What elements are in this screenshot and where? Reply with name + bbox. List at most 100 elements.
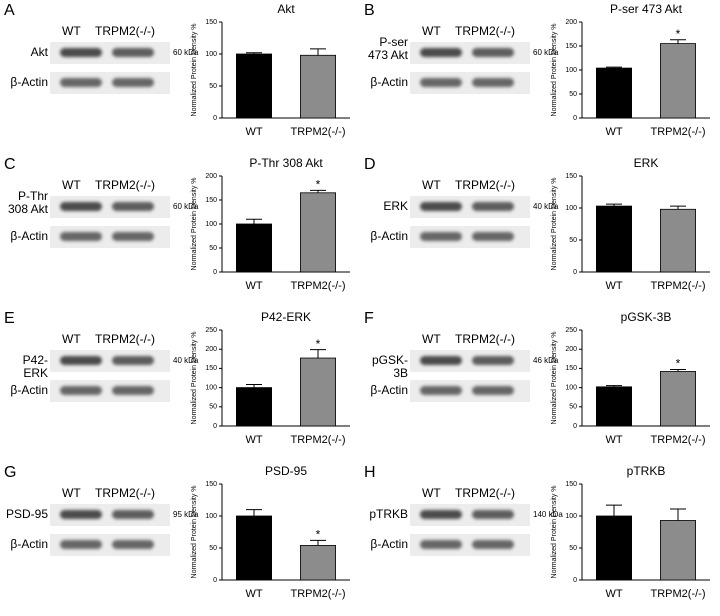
panel-letter: F	[364, 310, 374, 327]
significance: *	[316, 178, 321, 192]
lane-label: WT	[422, 24, 441, 38]
panel-letter: G	[4, 464, 17, 481]
band	[112, 232, 154, 241]
error-bar	[310, 539, 326, 546]
y-tick-label: 50	[569, 91, 577, 98]
y-tick-label: 150	[205, 19, 217, 26]
lane-label: WT	[422, 486, 441, 500]
band	[420, 78, 462, 87]
bar	[236, 515, 273, 581]
blot-strip	[50, 72, 170, 94]
blot-label: β-Actin	[370, 383, 408, 397]
blot-strip	[410, 504, 530, 526]
error-bar	[246, 384, 262, 388]
y-tick-label: 50	[209, 83, 217, 90]
blot-strip	[410, 196, 530, 218]
band	[472, 48, 514, 57]
error-bar	[606, 504, 622, 516]
panel-letter: D	[364, 156, 376, 173]
error-bar	[246, 509, 262, 516]
kda-label: 40 kDa	[533, 202, 559, 211]
blot-label: pTRKB	[369, 507, 408, 521]
band	[112, 48, 154, 57]
band	[60, 48, 102, 57]
band	[420, 232, 462, 241]
band	[112, 510, 154, 519]
lane-label: WT	[62, 24, 81, 38]
panel: D WT TRPM2(-/-) ERK 40 kDa β-Actin ERK Normaliz…	[360, 154, 720, 308]
y-tick-label: 100	[205, 221, 217, 228]
y-tick-label: 150	[565, 481, 577, 488]
y-tick-label: 150	[205, 481, 217, 488]
y-axis-label: Normalized Protein Density %	[551, 332, 558, 425]
blot-label: β-Actin	[370, 75, 408, 89]
chart-title: pGSK-3B	[621, 310, 672, 324]
chart-title: pTRKB	[627, 464, 666, 478]
panel-letter: B	[364, 2, 375, 19]
band	[472, 232, 514, 241]
band	[420, 48, 462, 57]
x-tick-label: WT	[605, 588, 622, 600]
bar	[300, 357, 337, 427]
band	[60, 510, 102, 519]
x-tick-label: WT	[245, 280, 262, 292]
error-bar	[670, 205, 686, 210]
chart-title: P-Thr 308 Akt	[249, 156, 323, 170]
blot-label: P-Thr 308 Akt	[7, 189, 48, 216]
blot-strip	[410, 380, 530, 402]
band	[472, 386, 514, 395]
panel-letter: A	[4, 2, 15, 19]
blot-label: P42-ERK	[22, 353, 48, 380]
blot-strip	[410, 226, 530, 248]
blot-strip	[410, 42, 530, 64]
y-tick-label: 150	[565, 43, 577, 50]
band	[112, 202, 154, 211]
y-tick-label: 150	[205, 197, 217, 204]
panel-letter: C	[4, 156, 16, 173]
chart: Akt Normalized Protein Density % 0 50 100 150…	[191, 2, 350, 138]
chart: P42-ERK Normalized Protein Density % 0 50 10…	[191, 310, 350, 446]
band	[472, 356, 514, 365]
band	[472, 78, 514, 87]
y-tick-label: 50	[569, 404, 577, 411]
blot-strip	[410, 350, 530, 372]
x-tick-label: TRPM2(-/-)	[651, 280, 706, 292]
blot-label: β-Actin	[10, 383, 48, 397]
lane-label: TRPM2(-/-)	[455, 486, 515, 500]
y-axis-label: Normalized Protein Density %	[191, 24, 198, 117]
lane-label: TRPM2(-/-)	[455, 332, 515, 346]
x-tick-label: WT	[605, 280, 622, 292]
bar	[660, 371, 697, 427]
bar	[596, 515, 633, 581]
blot-strip	[410, 534, 530, 556]
bar	[236, 53, 273, 119]
lane-label: WT	[62, 332, 81, 346]
band	[112, 540, 154, 549]
error-bar	[246, 52, 262, 54]
blot-label: Akt	[30, 45, 48, 59]
y-tick-label: 0	[213, 269, 217, 276]
y-tick-label: 0	[573, 115, 577, 122]
y-axis-label: Normalized Protein Density %	[191, 332, 198, 425]
x-tick-label: TRPM2(-/-)	[291, 434, 346, 446]
panel: A WT TRPM2(-/-) Akt 60 kDa β-Actin Akt Normaliz…	[0, 0, 360, 154]
band	[112, 386, 154, 395]
lane-label: WT	[422, 178, 441, 192]
error-bar	[670, 508, 686, 521]
error-bar	[246, 218, 262, 224]
y-axis-label: Normalized Protein Density %	[551, 178, 558, 271]
error-bar	[606, 203, 622, 207]
band	[420, 510, 462, 519]
y-axis-label: Normalized Protein Density %	[191, 486, 198, 579]
chart-title: Akt	[277, 2, 295, 16]
x-tick-label: WT	[245, 126, 262, 138]
band	[60, 540, 102, 549]
band	[420, 386, 462, 395]
chart: pTRKB Normalized Protein Density % 0 50 100 1…	[551, 464, 710, 600]
blot-label: PSD-95	[5, 507, 48, 521]
bar	[300, 192, 337, 273]
x-tick-label: WT	[605, 434, 622, 446]
chart-title: PSD-95	[265, 464, 307, 478]
bar	[236, 223, 273, 273]
